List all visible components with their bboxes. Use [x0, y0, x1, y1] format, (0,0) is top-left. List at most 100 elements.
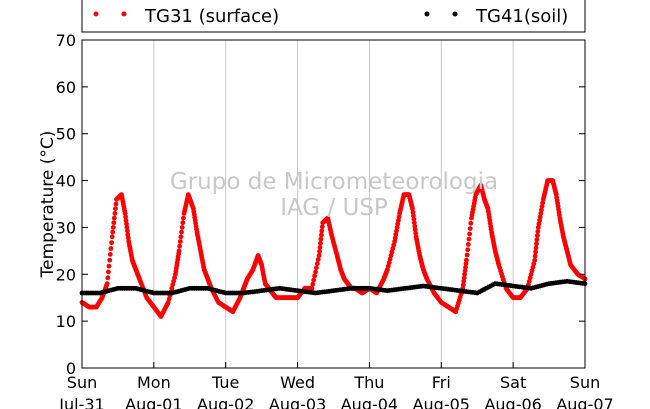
data-point — [108, 246, 114, 251]
x-tick-label-day: Tue — [211, 373, 239, 392]
data-point — [319, 232, 324, 238]
x-tick-label-day: Sun — [570, 373, 600, 392]
data-point — [533, 245, 539, 251]
x-tick-label-day: Wed — [280, 373, 315, 392]
data-point — [113, 206, 118, 212]
x-tick-label-date: Aug-03 — [269, 395, 326, 409]
data-point — [467, 231, 472, 237]
data-point — [314, 265, 319, 271]
data-point — [111, 220, 117, 226]
data-point — [106, 269, 111, 275]
data-point — [317, 244, 323, 250]
data-point — [310, 281, 316, 287]
data-point — [413, 230, 419, 236]
data-point — [461, 278, 467, 284]
data-point — [462, 271, 467, 277]
data-point — [463, 261, 469, 267]
vertical-grid — [153, 40, 514, 368]
data-point — [109, 234, 115, 240]
data-point — [539, 207, 544, 213]
data-point — [124, 221, 129, 227]
data-point — [313, 269, 318, 275]
data-point — [532, 253, 538, 259]
data-point — [106, 263, 112, 269]
data-point — [309, 285, 315, 291]
data-point — [181, 215, 186, 221]
data-point — [534, 241, 539, 247]
data-point — [463, 264, 468, 270]
data-point — [124, 225, 130, 230]
series-tg41 — [79, 278, 588, 296]
data-point — [315, 257, 321, 262]
x-tick-label-date: Aug-07 — [556, 395, 613, 409]
data-point — [462, 268, 468, 274]
data-point — [465, 247, 471, 253]
data-point — [393, 232, 399, 237]
data-point — [109, 240, 114, 246]
data-point — [311, 277, 317, 283]
data-point — [466, 236, 472, 242]
y-tick-label: 40 — [56, 172, 76, 191]
data-point — [532, 257, 538, 263]
data-point — [412, 227, 418, 233]
data-point — [465, 242, 471, 247]
data-point — [312, 273, 317, 279]
x-tick-label-date: Aug-06 — [484, 395, 541, 409]
y-tick-label: 10 — [56, 312, 76, 331]
y-tick-label: 20 — [56, 265, 76, 284]
plot-background — [82, 40, 585, 368]
y-axis-label: Temperature (°C) — [38, 131, 58, 279]
legend-marker-tg41-a — [424, 11, 430, 17]
legend-label-tg41: TG41(soil) — [475, 6, 568, 27]
legend-marker-tg31-a — [93, 11, 99, 17]
data-point — [179, 225, 185, 230]
y-tick-label: 30 — [56, 218, 76, 237]
data-point — [464, 252, 470, 258]
data-point — [411, 220, 417, 226]
data-point — [535, 229, 541, 234]
x-tick-label-date: Aug-05 — [413, 395, 470, 409]
data-point — [533, 249, 538, 255]
data-point — [113, 201, 119, 207]
y-tick-label: 50 — [56, 125, 76, 144]
data-point — [123, 218, 129, 223]
data-point — [412, 223, 418, 229]
data-point — [461, 275, 467, 281]
y-tick-label: 70 — [56, 31, 76, 50]
data-point — [316, 253, 322, 258]
data-point — [122, 211, 128, 216]
x-tick-label-date: Jul-31 — [58, 395, 104, 409]
data-point — [468, 220, 474, 226]
data-point — [112, 211, 118, 216]
x-tick-label-day: Sat — [500, 373, 526, 392]
data-point — [534, 237, 540, 243]
y-tick-label: 0 — [66, 359, 76, 378]
x-tick-label-date: Aug-01 — [125, 395, 182, 409]
data-point — [410, 206, 415, 212]
data-point — [387, 256, 393, 262]
legend-marker-tg41-b — [452, 11, 458, 17]
legend-marker-tg31-b — [121, 11, 127, 17]
data-point — [176, 248, 182, 254]
legend-label-tg31: TG31 (surface) — [144, 6, 279, 27]
x-tick-label-day: Fri — [432, 373, 451, 392]
data-point — [104, 281, 110, 287]
data-point — [110, 229, 116, 235]
data-point — [125, 235, 131, 241]
data-point — [177, 239, 183, 244]
data-point — [179, 229, 184, 235]
watermark-line-2: IAG / USP — [280, 195, 388, 221]
x-tick-label-day: Thu — [353, 373, 384, 392]
data-point — [467, 226, 473, 232]
data-point — [319, 224, 325, 230]
data-point — [319, 228, 325, 234]
data-point — [125, 232, 131, 237]
y-tick-label: 60 — [56, 78, 76, 97]
axes: 0 10 20 30 40 50 60 70 Sun Jul-31 Mon Aug-01 Tue Aug-… — [56, 31, 614, 409]
watermark: Grupo de Micrometeorologia IAG / USP — [170, 169, 498, 221]
data-point — [107, 257, 113, 263]
data-point — [530, 264, 536, 270]
data-point — [123, 214, 128, 220]
data-point — [111, 215, 117, 221]
x-tick-label-day: Sun — [67, 373, 97, 392]
